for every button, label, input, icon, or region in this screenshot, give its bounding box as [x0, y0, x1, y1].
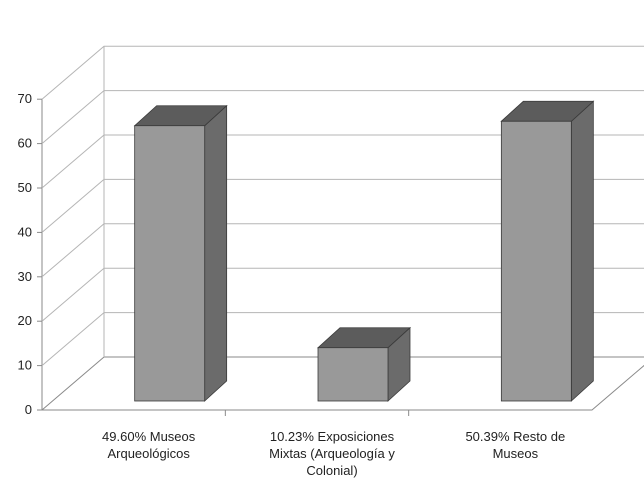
bar-front	[317, 347, 389, 402]
gridline	[41, 90, 644, 144]
x-category-label-line: Museos	[493, 446, 539, 461]
y-tick-label: 20	[18, 313, 32, 328]
x-category-label: 49.60% Museos Arqueológicos	[102, 429, 196, 461]
x-category-label-line: Arqueológicos	[107, 446, 190, 461]
x-category-label-line: Colonial)	[306, 463, 357, 478]
gridline	[41, 45, 644, 100]
y-tick-label: 60	[18, 136, 32, 151]
gridline	[41, 178, 644, 233]
bar	[133, 104, 228, 402]
bars	[133, 100, 595, 402]
x-category-label: 50.39% Resto de Museos	[465, 429, 565, 461]
gridlines	[41, 45, 644, 366]
x-category-label-line: 49.60% Museos	[102, 429, 196, 444]
y-axis-ticks: 0 10 20 30 40 50 60 70	[18, 91, 410, 417]
x-category-label-line: Mixtas (Arqueología y	[269, 446, 395, 461]
bar	[500, 100, 595, 402]
bar-side	[204, 104, 228, 402]
x-category-label: 10.23% Exposiciones Mixtas (Arqueología y…	[269, 429, 395, 478]
gridline	[41, 134, 644, 189]
bar	[316, 326, 412, 402]
y-tick-label: 50	[18, 180, 32, 195]
y-tick-label: 70	[18, 91, 32, 106]
gridline	[41, 312, 644, 366]
x-category-label-line: 10.23% Exposiciones	[270, 429, 395, 444]
y-tick-label: 30	[18, 269, 32, 284]
bar-side	[570, 100, 594, 402]
x-category-label-line: 50.39% Resto de	[465, 429, 565, 444]
y-tick-label: 40	[18, 224, 32, 239]
bar-front	[500, 120, 572, 402]
gridline	[41, 223, 644, 278]
x-axis-labels: 49.60% Museos Arqueológicos 10.23% Exposic…	[102, 429, 565, 478]
y-tick-label: 0	[25, 402, 32, 417]
gridline	[41, 267, 644, 322]
bar-front	[134, 125, 206, 402]
y-tick-label: 10	[18, 358, 32, 373]
